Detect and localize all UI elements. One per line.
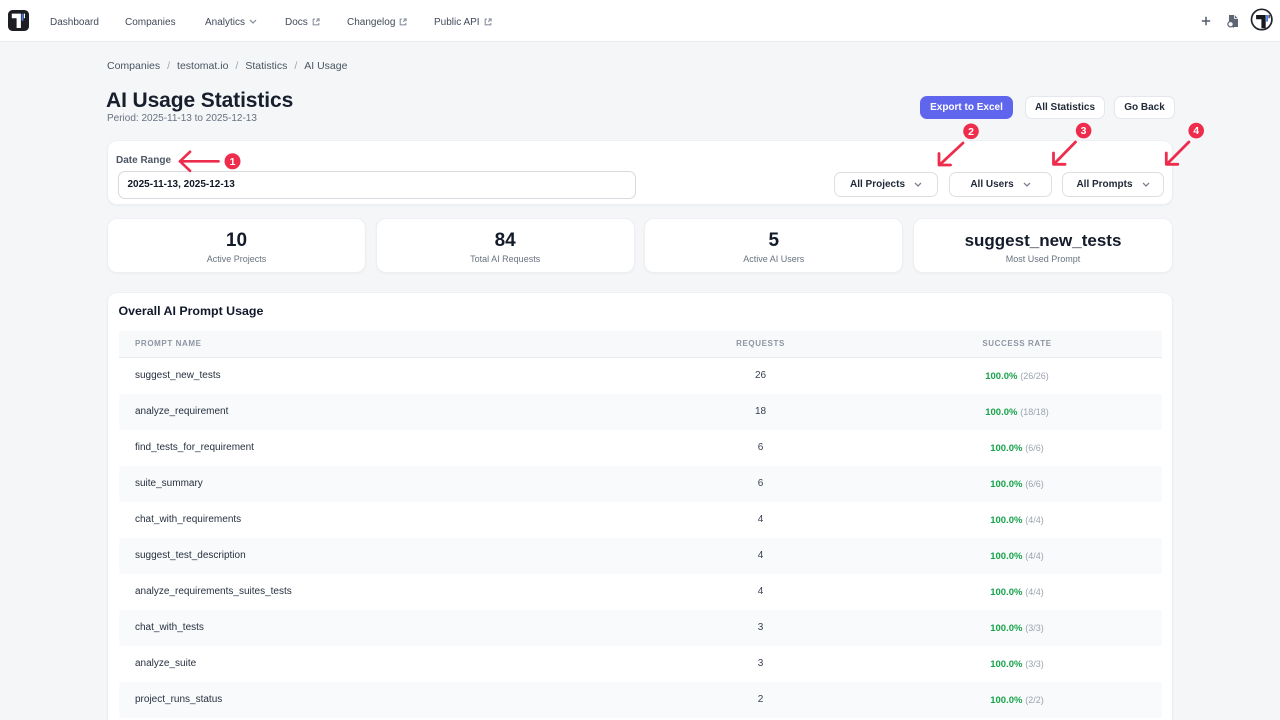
svg-text:2: 2	[968, 126, 974, 138]
svg-text:3: 3	[1081, 125, 1087, 137]
svg-text:4: 4	[1193, 125, 1199, 137]
